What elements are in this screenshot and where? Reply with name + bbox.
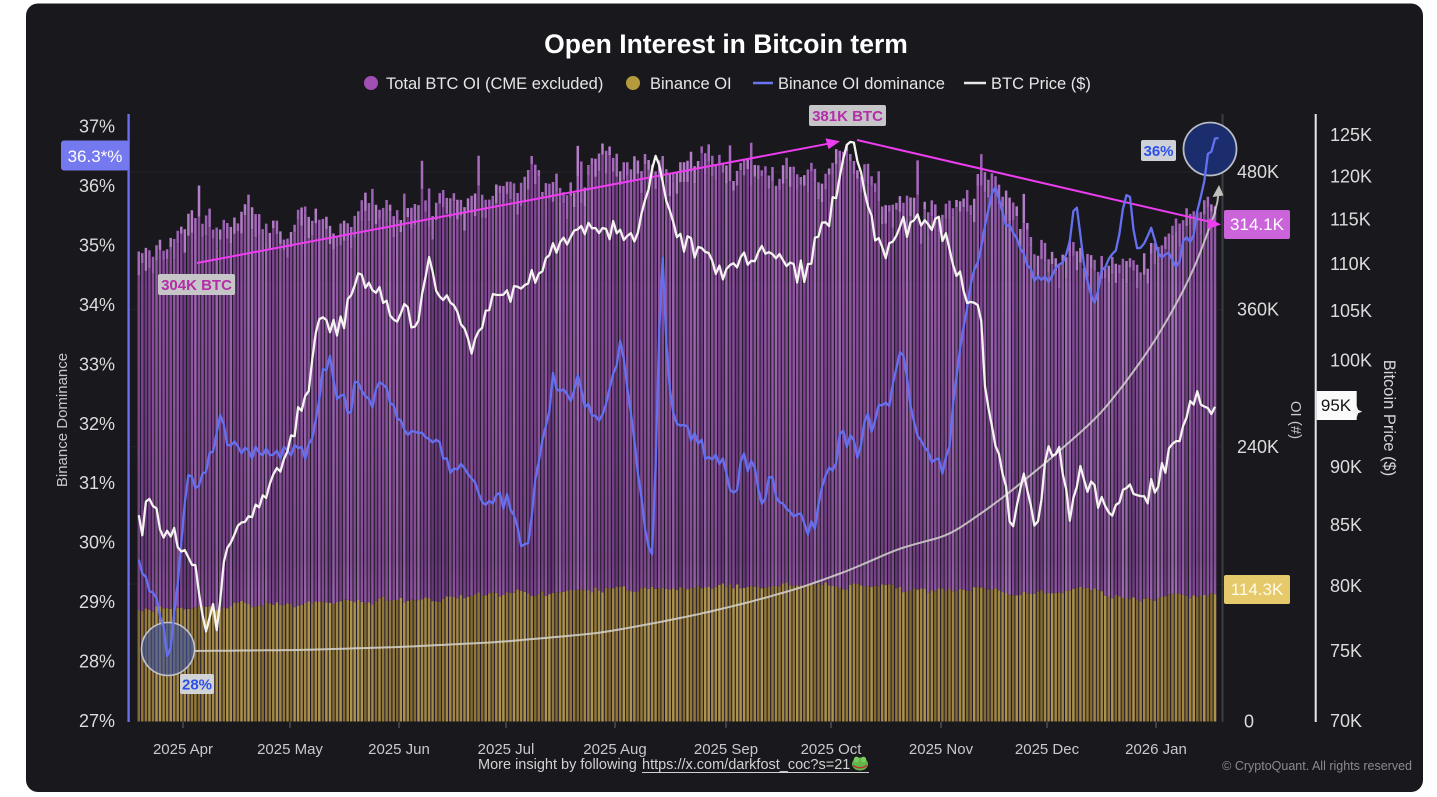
svg-text:© CryptoQuant. All rights rese: © CryptoQuant. All rights reserved <box>1222 759 1412 773</box>
svg-text:0: 0 <box>1244 712 1254 732</box>
svg-text:70K: 70K <box>1330 711 1362 731</box>
svg-text:28%: 28% <box>182 677 212 694</box>
svg-text:80K: 80K <box>1330 576 1362 596</box>
svg-text:100K: 100K <box>1330 351 1372 371</box>
svg-text:OI (#): OI (#) <box>1287 401 1304 439</box>
svg-text:2025 Oct: 2025 Oct <box>801 741 863 758</box>
svg-text:85K: 85K <box>1330 515 1362 535</box>
svg-text:Bitcoin Price ($): Bitcoin Price ($) <box>1380 360 1398 476</box>
svg-text:33%: 33% <box>79 354 115 374</box>
svg-text:27%: 27% <box>79 711 115 731</box>
svg-text:304K BTC: 304K BTC <box>161 277 232 294</box>
svg-text:2025 Dec: 2025 Dec <box>1015 741 1080 758</box>
svg-text:360K: 360K <box>1237 299 1279 319</box>
svg-text:2025 May: 2025 May <box>257 741 323 758</box>
svg-text:2026 Jan: 2026 Jan <box>1125 741 1187 758</box>
svg-text:Binance Dominance: Binance Dominance <box>54 353 71 487</box>
svg-text:Binance OI dominance: Binance OI dominance <box>778 75 945 93</box>
svg-text:30%: 30% <box>79 533 115 553</box>
svg-text:2025 Sep: 2025 Sep <box>694 741 758 758</box>
svg-text:2025 Apr: 2025 Apr <box>153 741 213 758</box>
svg-text:BTC Price ($): BTC Price ($) <box>991 75 1091 93</box>
svg-text:2025 Jun: 2025 Jun <box>368 741 430 758</box>
svg-text:95K: 95K <box>1321 396 1352 415</box>
svg-text:Total BTC OI (CME excluded): Total BTC OI (CME excluded) <box>386 75 603 93</box>
svg-text:114.3K: 114.3K <box>1231 580 1284 599</box>
svg-text:2025 Jul: 2025 Jul <box>478 741 535 758</box>
svg-text:2025 Nov: 2025 Nov <box>909 741 974 758</box>
svg-text:More insight by following: More insight by following <box>478 757 637 773</box>
svg-text:90K: 90K <box>1330 457 1362 477</box>
svg-text:115K: 115K <box>1330 209 1371 229</box>
svg-text:381K BTC: 381K BTC <box>812 108 883 125</box>
svg-text:36%: 36% <box>1143 143 1173 160</box>
svg-text:31%: 31% <box>79 473 115 493</box>
svg-text:314.1K: 314.1K <box>1230 215 1285 234</box>
svg-text:120K: 120K <box>1330 166 1372 186</box>
svg-text:480K: 480K <box>1237 162 1279 182</box>
svg-text:32%: 32% <box>79 414 115 434</box>
svg-text:29%: 29% <box>79 592 115 612</box>
svg-text:105K: 105K <box>1330 301 1372 321</box>
svg-text:Open Interest in Bitcoin term: Open Interest in Bitcoin term <box>544 29 908 59</box>
svg-text:110K: 110K <box>1330 254 1371 274</box>
svg-text:2025 Aug: 2025 Aug <box>583 741 646 758</box>
svg-text:https://x.com/darkfost_coc?s=2: https://x.com/darkfost_coc?s=21 <box>642 757 850 773</box>
svg-text:125K: 125K <box>1330 125 1372 145</box>
svg-text:37%: 37% <box>79 117 115 137</box>
svg-text:240K: 240K <box>1237 437 1279 457</box>
svg-text:35%: 35% <box>79 235 115 255</box>
svg-text:36.3*%: 36.3*% <box>68 147 123 166</box>
svg-text:Binance OI: Binance OI <box>650 75 732 93</box>
svg-text:75K: 75K <box>1330 641 1362 661</box>
svg-text:36%: 36% <box>79 176 115 196</box>
svg-text:34%: 34% <box>79 295 115 315</box>
svg-text:28%: 28% <box>79 652 115 672</box>
